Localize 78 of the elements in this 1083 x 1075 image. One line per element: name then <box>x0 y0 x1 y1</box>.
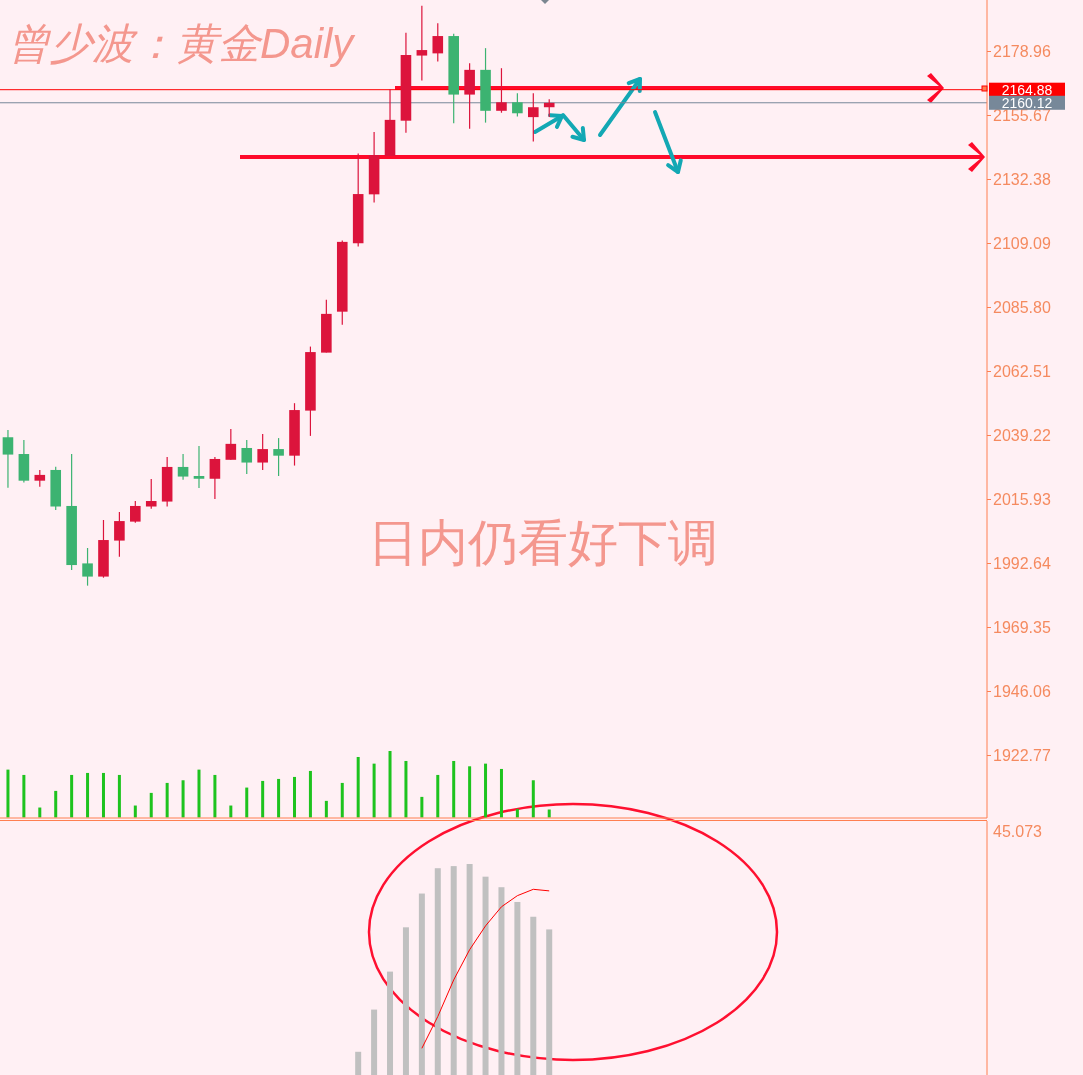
bar <box>515 808 519 818</box>
y-tick-label: 1946.06 <box>993 682 1051 700</box>
bar <box>404 760 408 818</box>
candlestick <box>416 5 428 82</box>
candlestick <box>82 547 93 587</box>
bar <box>356 756 360 818</box>
bar <box>355 1051 362 1075</box>
bar <box>450 866 457 1075</box>
candlestick <box>114 511 125 558</box>
bar <box>499 768 503 818</box>
bar <box>149 792 153 818</box>
bar <box>261 780 265 818</box>
text: 曾少波：黄金Daily <box>8 20 357 67</box>
bar <box>418 893 425 1075</box>
y-tick-label: 2109.09 <box>993 234 1051 252</box>
bar <box>133 805 137 818</box>
bar <box>277 778 281 818</box>
bar <box>388 751 392 818</box>
y-tick-label: 2015.93 <box>993 490 1051 508</box>
y-tick-label: 1922.77 <box>993 746 1051 764</box>
bar <box>245 787 249 818</box>
bar <box>86 772 90 818</box>
bar <box>498 887 505 1075</box>
candlestick <box>432 22 444 63</box>
candlestick <box>241 439 253 475</box>
bar <box>117 774 121 818</box>
bar <box>436 774 440 818</box>
candlestick <box>257 433 268 471</box>
bar <box>293 776 297 818</box>
bar <box>484 763 488 818</box>
bar <box>6 769 10 818</box>
bar <box>181 780 185 818</box>
bar <box>530 916 537 1075</box>
bar <box>101 772 105 818</box>
bar <box>340 782 344 818</box>
bar <box>468 766 472 818</box>
text: 45.073 <box>993 823 1043 840</box>
candlestick <box>130 500 141 524</box>
bar <box>38 807 42 818</box>
y-tick-label: 2178.96 <box>993 42 1051 60</box>
bar <box>165 782 169 818</box>
candlestick <box>512 92 523 118</box>
bar <box>324 800 328 818</box>
candlestick <box>209 456 221 500</box>
candlestick <box>273 437 284 477</box>
bar <box>514 901 521 1075</box>
annotation: 日内仍看好下调 <box>368 515 718 571</box>
candlestick <box>2 429 14 489</box>
y-tick-label: 2085.80 <box>993 298 1051 316</box>
bar <box>371 1009 378 1075</box>
bar <box>482 876 489 1075</box>
bar <box>387 971 394 1075</box>
bar <box>197 769 201 818</box>
candlestick <box>177 453 189 481</box>
candlestick <box>496 67 507 114</box>
bar <box>229 805 233 818</box>
bar <box>372 763 376 818</box>
candlestick <box>193 445 205 489</box>
bar <box>22 774 26 818</box>
bar <box>434 868 441 1075</box>
candlestick <box>528 92 539 143</box>
candlestick <box>225 428 237 461</box>
bar <box>531 780 535 818</box>
y-tick-label: 2062.51 <box>993 362 1051 380</box>
candlestick <box>145 478 157 510</box>
y-tick-label: 2039.22 <box>993 426 1051 444</box>
bar <box>546 929 553 1075</box>
bar <box>466 864 473 1075</box>
y-tick-label: 1992.64 <box>993 554 1051 572</box>
bar <box>420 796 424 818</box>
bar <box>452 760 456 818</box>
y-tick-label: 1969.35 <box>993 618 1051 636</box>
bar <box>402 927 409 1075</box>
bar <box>54 790 58 818</box>
y-tick-label: 2132.38 <box>993 170 1051 188</box>
bar <box>70 774 74 818</box>
bar <box>213 774 217 818</box>
bar <box>308 770 312 818</box>
